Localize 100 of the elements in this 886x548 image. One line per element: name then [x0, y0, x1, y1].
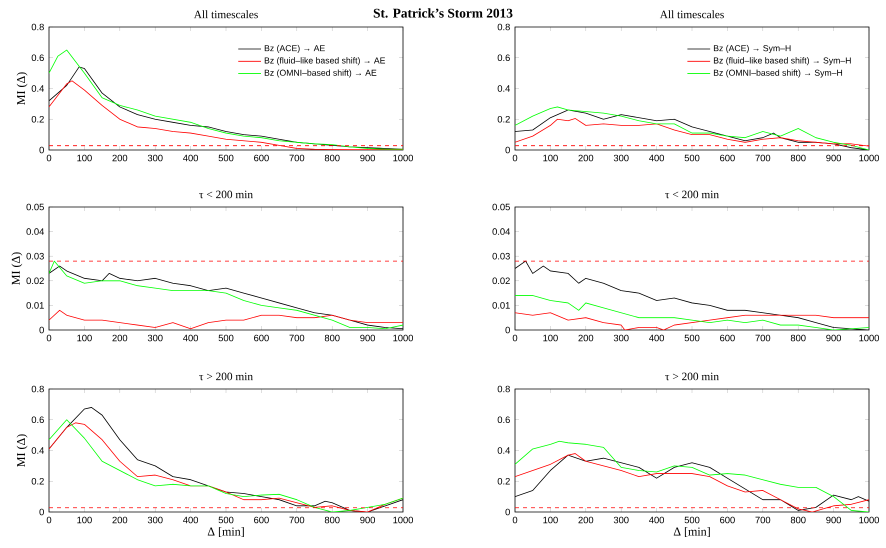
x-tick-label: 200 [112, 154, 128, 162]
x-tick-label: 900 [826, 334, 842, 342]
y-axis-title: MI (Δ) [16, 434, 28, 467]
x-tick-label: 400 [183, 154, 198, 162]
x-tick-label: 0 [46, 516, 52, 524]
y-tick-label: 0.2 [498, 478, 510, 485]
x-tick-label: 300 [614, 516, 629, 524]
x-tick-label: 900 [360, 154, 376, 162]
x-tick-label: 400 [183, 334, 198, 342]
y-tick-label: 0.03 [26, 252, 44, 260]
y-tick-label: 0.6 [498, 416, 510, 424]
x-tick-label: 0 [512, 334, 518, 342]
x-tick-label: 200 [578, 516, 594, 524]
x-tick-label: 1000 [859, 334, 880, 342]
x-tick-label: 500 [218, 154, 234, 162]
x-tick-label: 200 [112, 334, 128, 342]
y-tick-label: 0.4 [498, 447, 510, 454]
x-tick-label: 0 [512, 154, 518, 162]
chart-title: τ < 200 min [199, 190, 253, 198]
x-tick-label: 200 [578, 334, 594, 342]
x-tick-label: 800 [790, 154, 806, 162]
x-tick-label: 1000 [393, 154, 414, 162]
x-tick-label: 700 [290, 334, 304, 342]
legend-label: Bz (fluid–like based shift) → AE [264, 57, 386, 66]
y-tick-label: 0 [505, 508, 510, 516]
y-tick-label: 0 [505, 326, 510, 334]
x-tick-label: 500 [218, 334, 234, 342]
y-tick-label: 0.2 [498, 116, 510, 123]
y-tick-label: 0.4 [498, 85, 510, 92]
y-tick-label: 0.6 [32, 416, 44, 424]
x-tick-label: 300 [148, 334, 163, 342]
x-tick-label: 100 [77, 334, 92, 342]
y-tick-label: 0.4 [32, 447, 44, 454]
x-tick-label: 600 [254, 154, 269, 162]
x-tick-label: 600 [720, 334, 735, 342]
x-tick-label: 700 [290, 516, 304, 524]
y-tick-label: 0.2 [32, 116, 44, 123]
y-tick-label: 0.01 [492, 302, 510, 309]
x-tick-label: 300 [148, 516, 163, 524]
x-tick-label: 500 [684, 334, 700, 342]
y-tick-label: 0.02 [26, 277, 44, 284]
x-tick-label: 600 [254, 516, 269, 524]
y-tick-label: 0.8 [498, 24, 510, 30]
y-tick-label: 0.03 [492, 252, 510, 260]
legend-label: Bz (ACE) → Sym–H [714, 44, 790, 53]
x-tick-label: 0 [46, 334, 52, 342]
text: St. Patrick’s Storm 2013 [374, 8, 512, 18]
legend-label: Bz (OMNI–based shift) → AE [264, 69, 376, 78]
y-axis-title: MI (Δ) [16, 72, 28, 105]
x-tick-label: 900 [826, 516, 842, 524]
x-tick-label: 100 [543, 154, 558, 162]
y-tick-label: 0 [39, 146, 44, 154]
x-tick-label: 600 [720, 516, 735, 524]
x-tick-label: 300 [148, 154, 163, 162]
x-tick-label: 100 [543, 334, 558, 342]
x-tick-label: 500 [684, 154, 700, 162]
y-tick-label: 0.04 [26, 228, 44, 235]
x-tick-label: 300 [614, 154, 629, 162]
x-tick-label: 400 [649, 516, 664, 524]
x-tick-label: 100 [543, 516, 558, 524]
x-tick-label: 600 [720, 154, 735, 162]
y-tick-label: 0.2 [32, 478, 44, 485]
x-tick-label: 400 [183, 516, 198, 524]
x-tick-label: 800 [790, 516, 806, 524]
x-tick-label: 900 [360, 334, 376, 342]
x-tick-label: 200 [578, 154, 594, 162]
x-tick-label: 0 [512, 516, 518, 524]
y-tick-label: 0.8 [32, 386, 44, 392]
x-axis-title: Δ [min] [674, 527, 710, 538]
y-tick-label: 0 [39, 326, 44, 334]
x-tick-label: 800 [324, 516, 340, 524]
y-tick-label: 0.05 [26, 204, 44, 210]
y-tick-label: 0.6 [32, 54, 44, 62]
x-tick-label: 500 [218, 516, 234, 524]
x-tick-label: 1000 [859, 516, 880, 524]
y-tick-label: 0.6 [498, 54, 510, 62]
y-tick-label: 0.8 [498, 386, 510, 392]
x-tick-label: 400 [649, 154, 664, 162]
x-tick-label: 500 [684, 516, 700, 524]
x-tick-label: 100 [77, 154, 92, 162]
y-tick-label: 0.4 [32, 85, 44, 92]
x-tick-label: 900 [826, 154, 842, 162]
x-tick-label: 200 [112, 516, 128, 524]
x-tick-label: 700 [755, 334, 770, 342]
x-tick-label: 700 [755, 516, 770, 524]
x-tick-label: 0 [46, 154, 52, 162]
line-series [515, 440, 870, 512]
y-axis-title: MI (Δ) [11, 252, 22, 285]
x-tick-label: 1000 [393, 334, 414, 342]
x-tick-label: 400 [649, 334, 664, 342]
x-axis-title: Δ [min] [208, 527, 244, 538]
y-tick-label: 0.02 [492, 277, 510, 284]
y-tick-label: 0 [505, 146, 510, 154]
y-tick-label: 0.04 [492, 228, 510, 235]
x-tick-label: 1000 [859, 154, 880, 162]
chart-title: All timescales [194, 10, 258, 18]
x-tick-label: 800 [790, 334, 806, 342]
chart-title: All timescales [660, 10, 724, 18]
legend-label: Bz (fluid–like based shift) → Sym–H [714, 57, 851, 66]
x-tick-label: 700 [290, 154, 304, 162]
